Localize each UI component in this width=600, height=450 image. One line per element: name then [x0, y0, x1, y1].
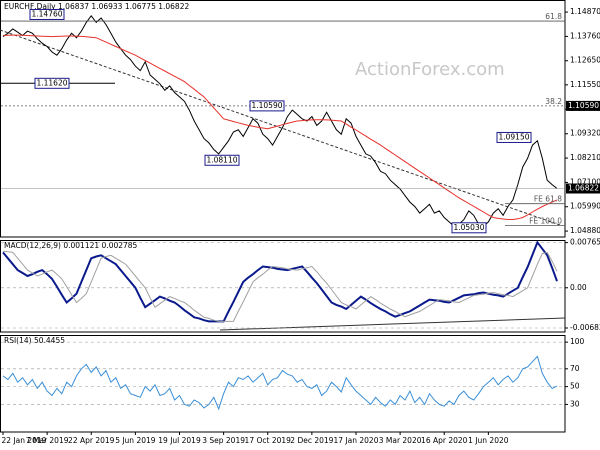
x-tick-label: 22 Apr 2019 — [68, 436, 115, 445]
label-box — [496, 131, 532, 143]
level-label: 38.2 — [545, 97, 562, 106]
series-line — [2, 355, 558, 411]
x-tick-label: 22 Jan 2019 — [2, 436, 47, 445]
x-tick-label: 3 Mar 2020 — [379, 436, 422, 445]
y-tick-label: 1.14870 — [570, 7, 600, 16]
point-label: 1.14760 — [31, 9, 62, 18]
y-tick-label: 30 — [570, 399, 580, 408]
x-tick-label: 17 Jan 2020 — [334, 436, 379, 445]
y-tick-label: 1.07100 — [570, 177, 600, 186]
axis-box-label: 1.10590 — [568, 101, 599, 110]
x-tick-label: 19 Jul 2019 — [158, 436, 201, 445]
level-label: FE 61.8 — [534, 195, 562, 204]
macd-value: 0.001121 — [63, 241, 99, 250]
open: 1.06837 — [58, 2, 89, 11]
point-label: 1.10590 — [251, 101, 282, 110]
y-tick-label: 70 — [570, 364, 580, 373]
macd-panel — [0, 240, 566, 333]
y-tick-label: 1.11550 — [570, 80, 600, 89]
label-box — [249, 100, 285, 112]
macd-title: MACD(12,26,9) — [4, 241, 61, 250]
rsi-value: 50.4455 — [34, 336, 65, 345]
series-line — [2, 240, 558, 323]
x-tick-label: 17 Oct 2019 — [245, 436, 292, 445]
series-line — [2, 250, 558, 322]
level-label: FE 100.0 — [529, 216, 562, 225]
point-label: 1.09150 — [498, 132, 529, 141]
high: 1.06933 — [91, 2, 122, 11]
y-tick-label: 1.13760 — [570, 31, 600, 40]
series-line — [2, 34, 558, 220]
y-tick-label: 1.04880 — [570, 226, 600, 235]
label-box — [204, 154, 240, 166]
y-tick-label: 1.09320 — [570, 129, 600, 138]
y-tick-label: 100 — [570, 337, 585, 346]
point-label: 1.08110 — [206, 155, 237, 164]
rsi-header: RSI(14) 50.4455 — [4, 336, 65, 345]
x-tick-label: 16 Apr 2020 — [421, 436, 468, 445]
point-label: 1.11620 — [36, 78, 67, 87]
symbol: EURCHF,Daily — [4, 2, 56, 11]
watermark: ActionForex.com — [355, 59, 505, 80]
y-tick-label: 1.08210 — [570, 153, 600, 162]
axis-box — [566, 183, 600, 194]
x-tick-label: 2 Dec 2019 — [290, 436, 333, 445]
low: 1.06775 — [125, 2, 156, 11]
signal-value: 0.002785 — [102, 241, 138, 250]
current-price-label: 1.06822 — [568, 184, 599, 193]
y-tick-label: -0.006822 — [570, 323, 600, 332]
label-box — [451, 222, 487, 234]
y-tick-label: 1.12650 — [570, 56, 600, 65]
level-label: 61.8 — [545, 12, 562, 21]
label-box — [34, 77, 70, 89]
x-tick-label: 7 Mar 2019 — [26, 436, 69, 445]
close: 1.06822 — [158, 2, 189, 11]
label-box — [29, 8, 65, 20]
trend-line — [0, 29, 561, 226]
x-tick-label: 1 Jun 2020 — [468, 436, 509, 445]
point-label: 1.05030 — [453, 223, 484, 232]
header: EURCHF,Daily 1.06837 1.06933 1.06775 1.0… — [4, 2, 189, 11]
axis-box — [566, 100, 600, 111]
x-tick-label: 3 Sep 2019 — [202, 436, 245, 445]
y-tick-label: 1.05990 — [570, 202, 600, 211]
price-panel — [0, 0, 566, 238]
rsi-panel — [0, 335, 566, 433]
y-tick-label: 0.00 — [570, 283, 587, 292]
y-tick-label: 0.007655 — [570, 238, 600, 247]
y-tick-label: 50 — [570, 382, 580, 391]
rsi-title: RSI(14) — [4, 336, 32, 345]
macd-header: MACD(12,26,9) 0.001121 0.002785 — [4, 241, 138, 250]
x-tick-label: 5 Jun 2019 — [115, 436, 156, 445]
